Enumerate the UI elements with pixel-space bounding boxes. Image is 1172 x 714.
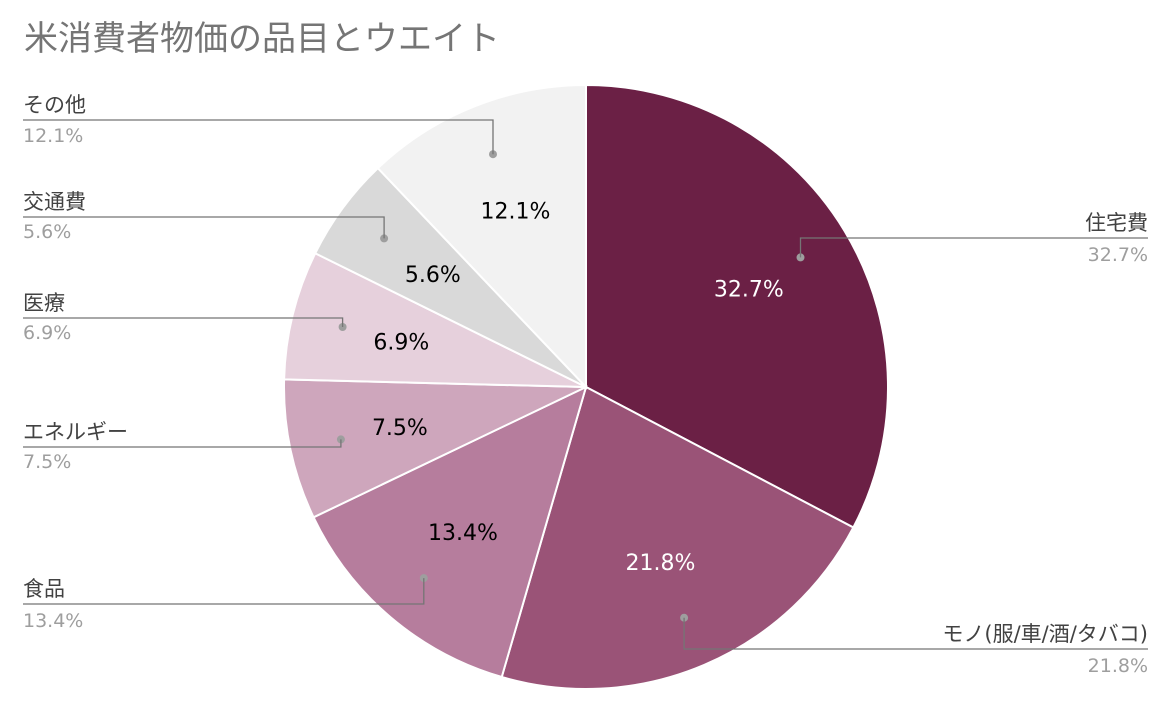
slice-2-value-label: 21.8%: [626, 551, 696, 576]
slice-4-leader-line: [23, 439, 342, 448]
slice-5-legend-name: 医療: [23, 291, 65, 315]
slice-1-value-label: 32.7%: [714, 278, 784, 303]
slice-3-value-label: 13.4%: [428, 521, 498, 546]
slice-1-legend-percent: 32.7%: [1088, 244, 1148, 266]
slice-5-value-label: 6.9%: [373, 330, 429, 355]
slice-2-leader-line: [683, 617, 1148, 650]
slice-5-wedge: [283, 251, 587, 388]
slice-7-legend-name: その他: [23, 93, 86, 117]
slice-3-leader-line: [23, 578, 425, 605]
slice-6-leader-line: [23, 216, 385, 239]
slice-2-wedge: [500, 385, 855, 691]
slice-6-legend-percent: 5.6%: [23, 221, 71, 243]
slice-2-legend-name: モノ(服/車/酒/タバコ): [942, 622, 1148, 646]
slice-7-wedge: [376, 83, 587, 390]
pie-slices: [283, 83, 889, 691]
slice-2-legend-percent: 21.8%: [1088, 655, 1148, 677]
slice-3-legend-name: 食品: [23, 577, 65, 601]
slice-4-wedge: [283, 378, 587, 519]
slice-5-legend-percent: 6.9%: [23, 322, 71, 344]
slice-6-legend-name: 交通費: [23, 190, 86, 214]
slice-4-legend-percent: 7.5%: [23, 451, 71, 473]
leader-legend: 住宅費 32.7% モノ(服/車/酒/タバコ) 21.8% 食品 13.4% エネルギー 7.…: [23, 93, 1148, 677]
slice-1-wedge: [585, 83, 889, 529]
chart-title: 米消費者物価の品目とウエイト: [24, 19, 500, 59]
slice-7-value-label: 12.1%: [480, 199, 550, 224]
slice-4-value-label: 7.5%: [372, 416, 428, 441]
slice-7-leader-line: [23, 119, 494, 155]
slice-1-leader-line: [799, 237, 1148, 258]
slice-5-leader-line: [23, 317, 344, 327]
slice-6-value-label: 5.6%: [405, 263, 461, 288]
slice-4-legend-name: エネルギー: [23, 420, 128, 444]
slice-3-legend-percent: 13.4%: [23, 610, 83, 632]
slice-1-legend-name: 住宅費: [1085, 211, 1148, 235]
slice-labels: 32.7% 21.8% 13.4% 7.5% 6.9% 5.6% 12.1%: [372, 199, 784, 576]
slice-7-legend-percent: 12.1%: [23, 125, 83, 147]
